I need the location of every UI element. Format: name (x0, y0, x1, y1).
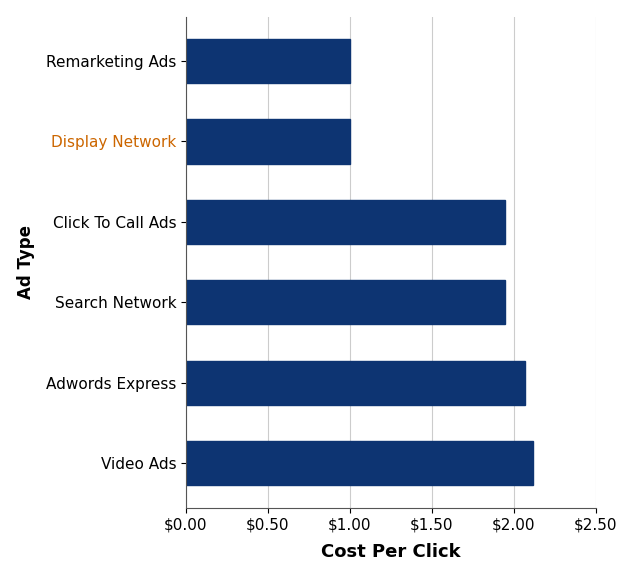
Y-axis label: Ad Type: Ad Type (16, 225, 35, 299)
X-axis label: Cost Per Click: Cost Per Click (321, 543, 460, 561)
Bar (186, 361, 525, 405)
Bar (186, 39, 350, 83)
Bar (186, 441, 533, 485)
Bar (186, 120, 350, 164)
Bar (186, 280, 505, 324)
Bar (186, 200, 505, 244)
